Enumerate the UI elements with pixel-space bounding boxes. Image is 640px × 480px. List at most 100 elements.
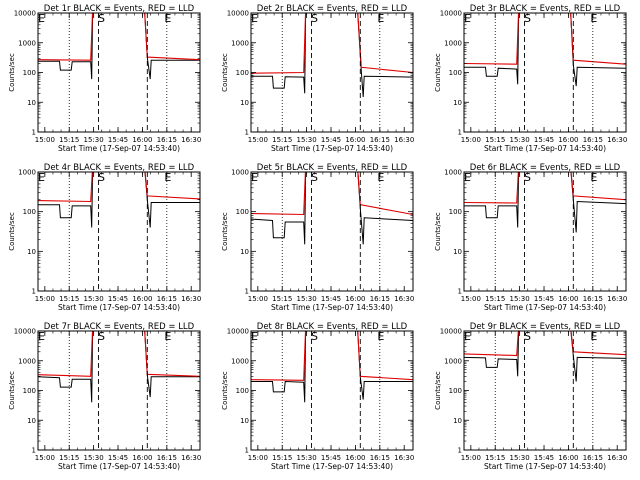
y-tick-label: 1000 [18, 39, 36, 47]
y-axis-label: Counts/sec [8, 53, 16, 92]
x-tick-label: 15:15 [272, 136, 292, 144]
plot-area [464, 331, 626, 382]
y-tick-label: 100 [236, 208, 249, 216]
chart-title: Det 7r BLACK = Events, RED = LLD [44, 322, 195, 332]
x-tick-label: 15:30 [84, 454, 104, 462]
y-axis-label: Counts/sec [221, 212, 229, 251]
y-axis-label: Counts/sec [8, 371, 16, 410]
plot-area [38, 172, 200, 228]
chart-title: Det 1r BLACK = Events, RED = LLD [44, 4, 195, 14]
x-tick-label: 15:45 [534, 295, 554, 303]
y-tick-label: 10 [240, 99, 249, 107]
x-tick-label: 16:15 [157, 295, 177, 303]
series-lld-line [251, 172, 413, 216]
y-tick-label: 100 [23, 208, 36, 216]
x-tick-label: 16:00 [132, 454, 152, 462]
series-lld-line [464, 331, 626, 357]
plot-frame [463, 12, 627, 133]
marker-label-e1: E [464, 330, 471, 343]
x-tick-label: 15:30 [297, 136, 317, 144]
y-tick-label: 1 [458, 129, 462, 137]
y-tick-label: 1 [458, 447, 462, 455]
y-tick-label: 1 [32, 447, 36, 455]
x-tick-label: 15:15 [272, 295, 292, 303]
marker-label-e1: E [464, 171, 471, 184]
x-tick-label: 15:45 [108, 454, 128, 462]
chart-title: Det 8r BLACK = Events, RED = LLD [257, 322, 408, 332]
series-events-line [38, 13, 200, 80]
marker-label-s: S [98, 12, 105, 25]
marker-label-e1: E [464, 12, 471, 25]
x-tick-label: 16:30 [607, 295, 627, 303]
y-tick-label: 10000 [14, 328, 36, 336]
x-axis-label: Start Time (17-Sep-07 14:53:40) [271, 303, 393, 312]
x-tick-label: 15:00 [35, 136, 55, 144]
series-events-line [251, 13, 413, 98]
x-tick-label: 15:30 [510, 136, 530, 144]
x-tick-label: 16:30 [394, 295, 414, 303]
y-tick-label: 10 [240, 248, 249, 256]
y-tick-label: 10 [453, 248, 462, 256]
x-tick-label: 16:00 [345, 454, 365, 462]
y-tick-label: 10000 [227, 10, 249, 18]
x-tick-label: 15:00 [461, 454, 481, 462]
y-tick-label: 1 [245, 129, 249, 137]
x-tick-label: 15:30 [84, 136, 104, 144]
marker-label-s: S [311, 330, 318, 343]
chart-title: Det 9r BLACK = Events, RED = LLD [470, 322, 621, 332]
x-tick-label: 15:15 [59, 295, 79, 303]
marker-label-e2: E [164, 330, 171, 343]
marker-label-e2: E [377, 171, 384, 184]
plot-area [251, 13, 413, 98]
marker-label-e1: E [251, 171, 258, 184]
chart-title: Det 2r BLACK = Events, RED = LLD [257, 4, 408, 14]
marker-label-s: S [524, 330, 531, 343]
chart-title: Det 4r BLACK = Events, RED = LLD [44, 163, 195, 173]
series-lld-line [464, 172, 626, 204]
x-axis-label: Start Time (17-Sep-07 14:53:40) [484, 144, 606, 153]
x-tick-label: 15:00 [35, 454, 55, 462]
x-tick-label: 16:30 [394, 454, 414, 462]
series-events-line [464, 331, 626, 382]
y-tick-label: 1 [32, 129, 36, 137]
plot-area [464, 172, 626, 233]
x-tick-label: 16:15 [583, 136, 603, 144]
marker-label-s: S [524, 171, 531, 184]
x-tick-label: 16:30 [181, 454, 201, 462]
x-tick-label: 16:30 [181, 136, 201, 144]
y-tick-label: 10000 [440, 328, 462, 336]
y-tick-label: 100 [449, 387, 462, 395]
y-tick-label: 10 [27, 99, 36, 107]
x-tick-label: 15:30 [297, 454, 317, 462]
y-tick-label: 1000 [444, 39, 462, 47]
x-tick-label: 16:15 [370, 136, 390, 144]
x-tick-label: 16:15 [370, 454, 390, 462]
series-lld-line [38, 13, 200, 61]
marker-label-e1: E [38, 12, 45, 25]
marker-label-s: S [98, 171, 105, 184]
y-tick-label: 100 [449, 69, 462, 77]
y-tick-label: 1 [245, 288, 249, 296]
x-tick-label: 16:00 [345, 136, 365, 144]
series-events-line [464, 172, 626, 233]
y-tick-label: 10 [240, 417, 249, 425]
x-tick-label: 15:45 [321, 454, 341, 462]
y-tick-label: 1000 [231, 169, 249, 177]
y-tick-label: 10000 [440, 10, 462, 18]
marker-label-e1: E [251, 330, 258, 343]
marker-label-e2: E [164, 12, 171, 25]
plot-frame [463, 330, 627, 451]
x-tick-label: 16:30 [181, 295, 201, 303]
marker-label-s: S [524, 12, 531, 25]
x-tick-label: 16:00 [132, 295, 152, 303]
marker-label-s: S [98, 330, 105, 343]
y-tick-label: 1000 [444, 357, 462, 365]
x-tick-label: 16:15 [157, 454, 177, 462]
x-axis-label: Start Time (17-Sep-07 14:53:40) [484, 462, 606, 471]
y-tick-label: 1 [458, 288, 462, 296]
